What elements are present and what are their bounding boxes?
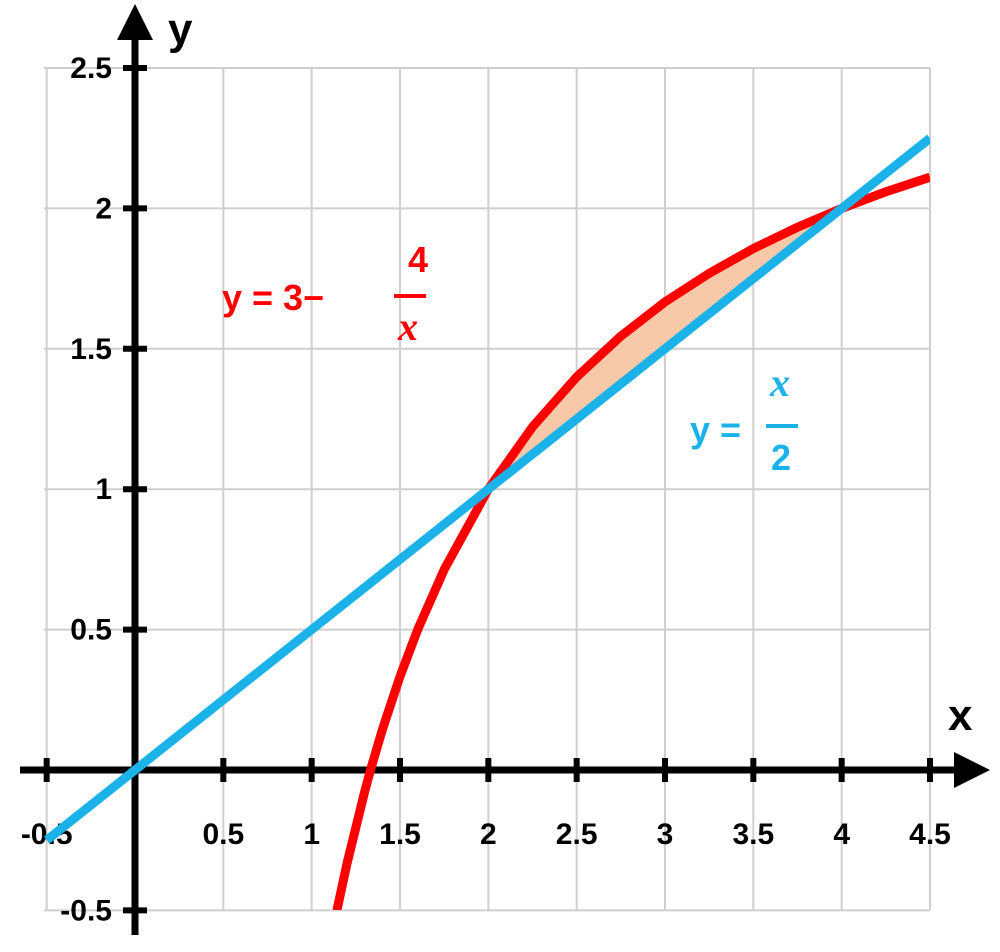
y-tick-label: 1.5: [70, 333, 112, 366]
x-axis-label: x: [948, 691, 973, 740]
x-tick-label: 2.5: [556, 818, 598, 851]
x-tick-label: 3.5: [732, 818, 774, 851]
red-equation-prefix: y = 3−: [222, 277, 324, 318]
y-tick-label: 0.5: [70, 614, 112, 647]
series-blue-line: [44, 134, 930, 844]
x-tick-label: 4.5: [909, 818, 951, 851]
y-tick-label: 2.5: [70, 52, 112, 85]
x-tick-label: 0.5: [202, 818, 244, 851]
blue-equation-prefix: y =: [690, 409, 741, 450]
red-equation-label: y = 3− 4 x: [222, 239, 428, 349]
y-axis-arrow: [117, 4, 153, 40]
blue-equation-numerator: x: [769, 360, 790, 405]
x-tick-label: 1.5: [379, 818, 421, 851]
curves: [44, 134, 930, 910]
blue-equation-label: y = x 2: [690, 360, 798, 478]
x-tick-label: 4: [833, 818, 850, 851]
series-red-curve: [332, 172, 930, 910]
y-tick-label: 1: [95, 473, 112, 506]
y-axis-label: y: [168, 5, 193, 54]
red-equation-denominator: x: [397, 304, 418, 349]
blue-equation-denominator: 2: [771, 437, 791, 478]
y-tick-label: 2: [95, 192, 112, 225]
y-tick-label: -0.5: [60, 894, 112, 927]
red-equation-numerator: 4: [408, 239, 428, 280]
x-tick-label: 1: [303, 818, 320, 851]
x-tick-label: 3: [657, 818, 674, 851]
x-tick-label: 2: [480, 818, 497, 851]
ticks: -0.5 0.5 1 1.5 2 2.5 3 3.5 4 4.5-0.50.511.522.5: [21, 52, 951, 927]
x-axis-arrow: [954, 752, 990, 788]
